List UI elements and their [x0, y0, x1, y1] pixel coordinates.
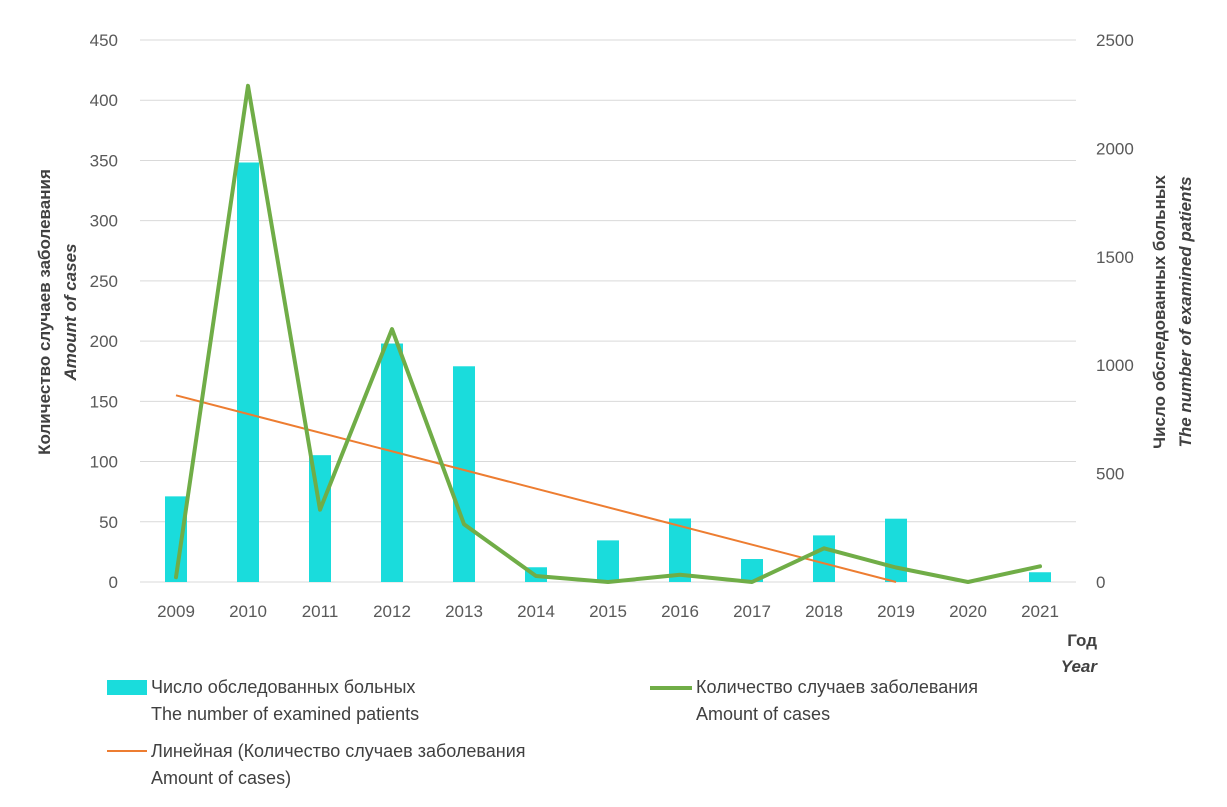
x-tick-label: 2009	[157, 602, 195, 621]
left-tick-label: 200	[90, 332, 118, 351]
left-axis-title-en: Amount of cases	[61, 244, 80, 382]
legend-item-trend: Линейная (Количество случаев заболевания…	[151, 738, 526, 792]
bar	[1029, 572, 1051, 582]
left-tick-label: 450	[90, 31, 118, 50]
legend-swatch-line	[650, 686, 692, 690]
legend-label-line-en: Amount of cases	[696, 704, 831, 724]
x-tick-label: 2010	[229, 602, 267, 621]
x-tick-label: 2020	[949, 602, 987, 621]
right-axis-title: Число обследованных больных	[1150, 175, 1169, 449]
trendline-series	[175, 394, 897, 583]
left-tick-label: 300	[90, 212, 118, 231]
left-tick-label: 150	[90, 392, 118, 411]
x-tick-label: 2019	[877, 602, 915, 621]
x-tick-label: 2016	[661, 602, 699, 621]
left-tick-label: 50	[99, 513, 118, 532]
trendline	[175, 394, 897, 583]
x-tick-label: 2013	[445, 602, 483, 621]
left-tick-label: 350	[90, 151, 118, 170]
bar	[741, 559, 763, 582]
x-tick-label: 2021	[1021, 602, 1059, 621]
bar	[885, 518, 907, 582]
right-axis-ticks: 0 500 1000 1500 2000 2500	[1096, 31, 1134, 592]
x-tick-label: 2017	[733, 602, 771, 621]
bar	[237, 162, 259, 582]
bar	[813, 535, 835, 582]
legend-item-bars: Число обследованных больных The number o…	[151, 674, 419, 728]
legend-label-trend: Линейная (Количество случаев заболевания	[151, 741, 526, 761]
legend-label-trend-en: Amount of cases)	[151, 768, 292, 788]
bar	[453, 366, 475, 582]
left-tick-label: 250	[90, 272, 118, 291]
legend-item-line: Количество случаев заболевания Amount of…	[696, 674, 978, 728]
x-tick-label: 2011	[302, 602, 339, 621]
gridlines	[140, 39, 1076, 583]
bar	[381, 343, 403, 582]
left-tick-label: 100	[90, 453, 118, 472]
right-tick-label: 2000	[1096, 139, 1134, 158]
x-tick-label: 2015	[589, 602, 627, 621]
x-axis-title-en: Year	[1061, 657, 1099, 676]
right-tick-label: 500	[1096, 465, 1124, 484]
right-tick-label: 2500	[1096, 31, 1134, 50]
line-series-amount-of-cases	[174, 83, 1042, 584]
right-tick-label: 1500	[1096, 248, 1134, 267]
x-axis-ticks: 2009 2010 2011 2012 2013 2014 2015 2016 2017 2018…	[157, 602, 1059, 621]
legend-label-bars-en: The number of examined patients	[151, 704, 420, 724]
bar	[165, 496, 187, 582]
left-tick-label: 0	[109, 573, 118, 592]
legend-swatch-trend	[107, 750, 147, 752]
right-tick-label: 1000	[1096, 356, 1134, 375]
left-tick-label: 400	[90, 91, 118, 110]
legend-label-bars: Число обследованных больных	[151, 677, 416, 697]
x-tick-label: 2012	[373, 602, 411, 621]
left-axis-title: Количество случаев заболевания	[35, 169, 54, 455]
bar	[597, 540, 619, 582]
right-axis-title-en: The number of examined patients	[1176, 176, 1195, 447]
x-axis-title: Год	[1067, 631, 1097, 650]
left-axis-ticks: 0 50 100 150 200 250 300 350 400 450	[90, 31, 118, 592]
right-tick-label: 0	[1096, 573, 1105, 592]
x-tick-label: 2014	[517, 602, 555, 621]
x-tick-label: 2018	[805, 602, 843, 621]
legend-label-line: Количество случаев заболевания	[696, 677, 978, 697]
bar	[669, 518, 691, 582]
legend-swatch-bars	[107, 680, 147, 695]
